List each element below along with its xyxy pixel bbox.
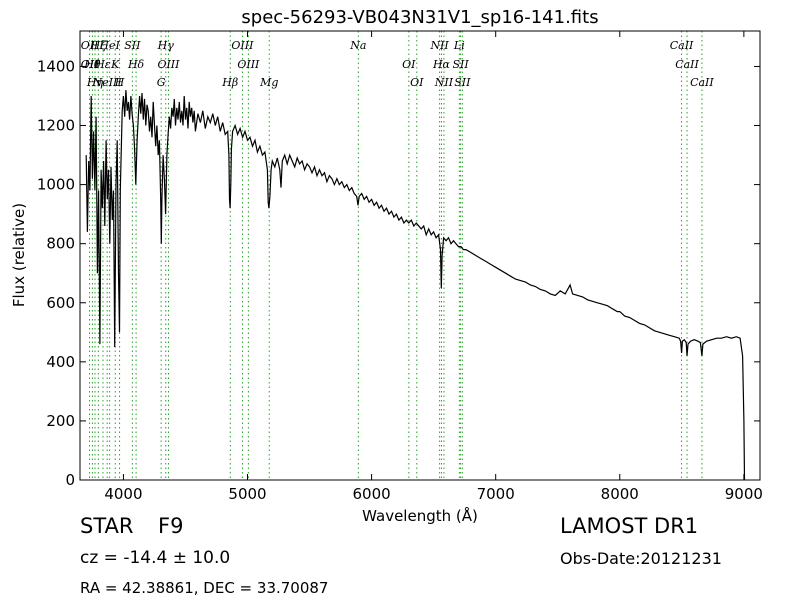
x-tick-label: 6000	[353, 485, 391, 503]
line-label: Hε	[94, 58, 111, 71]
line-label: Mg	[259, 76, 278, 89]
line-label: Hθ	[83, 58, 101, 71]
x-axis-label: Wavelength (Å)	[362, 506, 478, 525]
y-axis-label: Flux (relative)	[10, 203, 28, 307]
y-tick-label: 600	[46, 294, 75, 312]
plot-frame	[79, 30, 761, 481]
line-label: NII	[434, 76, 454, 89]
line-label: Hβ	[221, 76, 238, 89]
line-label: SII	[454, 76, 471, 89]
line-label: OI	[402, 58, 416, 71]
line-label: SII	[452, 58, 469, 71]
y-tick-label: 400	[46, 353, 75, 371]
x-tick-label: 8000	[601, 485, 639, 503]
x-axis-ticks: 4000 5000 6000 7000 8000 9000	[104, 31, 763, 503]
x-tick-label: 7000	[477, 485, 515, 503]
line-label: Hη	[86, 76, 104, 89]
line-label: Hγ	[157, 39, 175, 52]
line-label: OIII	[231, 39, 254, 52]
y-tick-label: 800	[46, 235, 75, 253]
survey-name: LAMOST DR1	[560, 514, 699, 538]
line-label: Na	[349, 39, 366, 52]
line-label: H	[114, 76, 125, 89]
y-axis-ticks: 0 200 400 600 800 1000 1200 1400	[37, 57, 760, 489]
line-label: CaII	[675, 58, 699, 71]
redshift-value: cz = -14.4 ± 10.0	[80, 548, 231, 568]
y-tick-label: 1000	[37, 176, 75, 194]
line-label: Hα	[432, 58, 451, 71]
line-label: CaII	[670, 39, 694, 52]
y-tick-label: 0	[65, 471, 75, 489]
line-label: Hδ	[127, 58, 145, 71]
emission-line-labels: OIIOIIHθHηHζHεNeIIIHeIKHSIIHδGHγOIIIHβOI…	[81, 39, 715, 89]
chart-title: spec-56293-VB043N31V1_sp16-141.fits	[241, 7, 598, 28]
line-label: CaII	[690, 76, 714, 89]
object-class: STAR	[80, 514, 134, 538]
line-label: G	[157, 76, 166, 89]
emission-line-markers	[89, 31, 703, 480]
line-label: OII	[81, 58, 99, 71]
line-label: OI	[410, 76, 424, 89]
line-label: Hζ	[90, 39, 108, 52]
y-tick-label: 200	[46, 412, 75, 430]
y-tick-label: 1400	[37, 57, 75, 75]
sky-coordinates: RA = 42.38861, DEC = 33.70087	[80, 579, 329, 597]
y-tick-label: 1200	[37, 117, 75, 135]
line-label: HeI	[98, 39, 120, 52]
line-label: SII	[124, 39, 141, 52]
line-label: K	[110, 58, 120, 71]
x-tick-label: 9000	[725, 485, 763, 503]
line-label: Li	[453, 39, 465, 52]
line-label: OII	[81, 39, 99, 52]
line-label: OIII	[237, 58, 260, 71]
flux-series-line	[85, 90, 746, 481]
line-label: NeIII	[92, 76, 123, 89]
line-label: OIII	[157, 58, 180, 71]
x-tick-label: 4000	[104, 485, 142, 503]
object-subclass: F9	[158, 514, 184, 538]
line-label: NII	[429, 39, 449, 52]
observation-date: Obs-Date:20121231	[560, 549, 722, 568]
x-tick-label: 5000	[228, 485, 266, 503]
